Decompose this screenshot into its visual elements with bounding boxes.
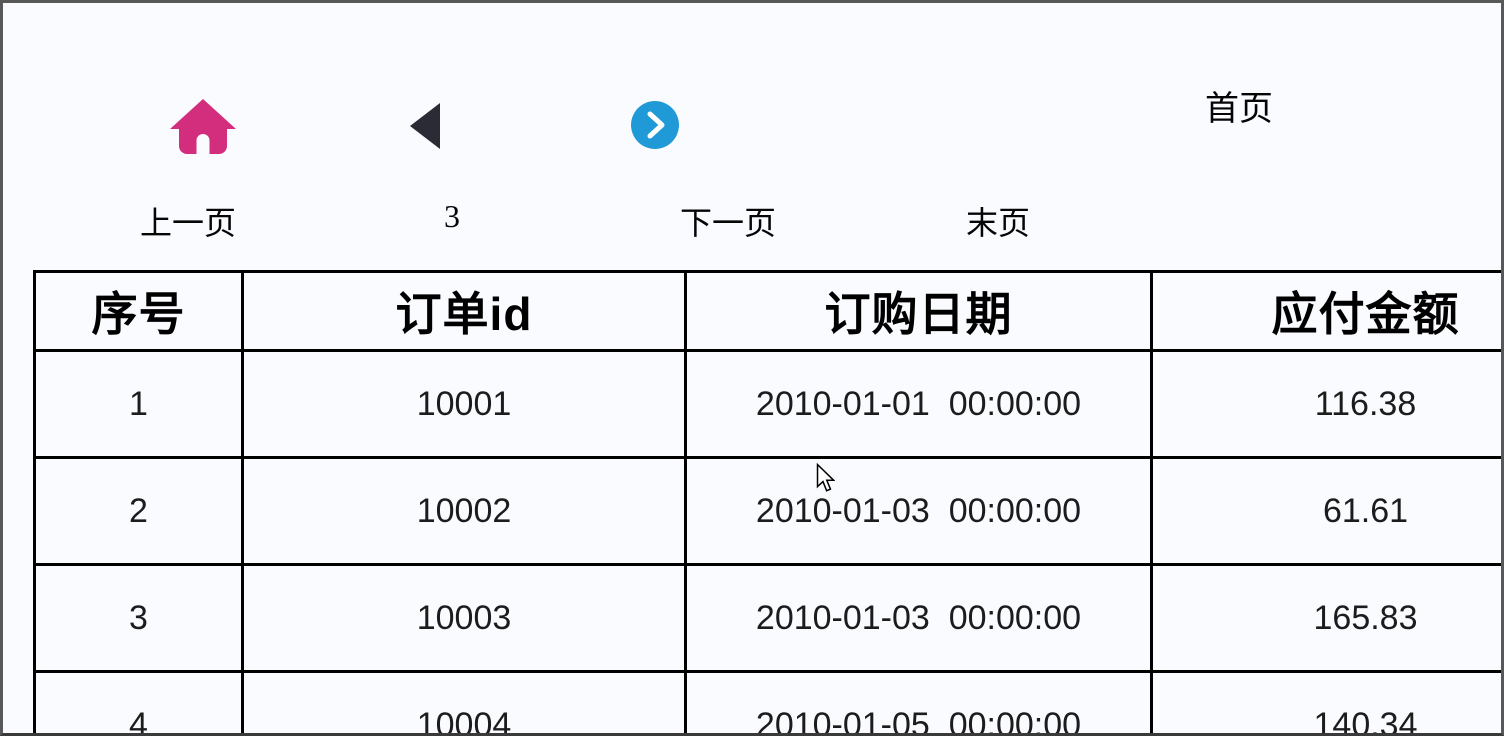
table-cell: 4 (33, 670, 244, 733)
arrow-pointer-icon (816, 462, 836, 497)
table-header-row: 序号 订单id 订购日期 应付金额 (33, 270, 1501, 352)
table-cell: 10003 (241, 563, 687, 673)
table-cell: 61.61 (1150, 456, 1501, 566)
table-cell: 2010-01-01 00:00:00 (684, 349, 1153, 459)
table-cell: 3 (33, 563, 244, 673)
forward-button[interactable] (631, 101, 679, 149)
column-header: 应付金额 (1150, 270, 1501, 352)
column-header: 订购日期 (684, 270, 1153, 352)
table-row: 2 10002 2010-01-03 00:00:00 61.61 (33, 456, 1501, 566)
table-cell: 10001 (241, 349, 687, 459)
table-cell: 10002 (241, 456, 687, 566)
table-cell: 165.83 (1150, 563, 1501, 673)
table-row: 3 10003 2010-01-03 00:00:00 165.83 (33, 563, 1501, 673)
current-page-number: 3 (444, 198, 460, 234)
column-header: 订单id (241, 270, 687, 352)
home-button[interactable] (166, 98, 240, 156)
order-table-body: 1 10001 2010-01-01 00:00:00 116.38 2 100… (33, 349, 1501, 733)
table-cell: 2010-01-03 00:00:00 (684, 456, 1153, 566)
table-row: 4 10004 2010-01-05 00:00:00 140.34 (33, 670, 1501, 733)
table-cell: 1 (33, 349, 244, 459)
table-cell: 2010-01-05 00:00:00 (684, 670, 1153, 733)
table-row: 1 10001 2010-01-01 00:00:00 116.38 (33, 349, 1501, 459)
table-cell: 140.34 (1150, 670, 1501, 733)
back-button[interactable] (410, 103, 440, 149)
table-cell: 116.38 (1150, 349, 1501, 459)
chevron-right-circle-icon (631, 101, 679, 153)
home-icon (166, 99, 240, 160)
table-cell: 10004 (241, 670, 687, 733)
last-page-button[interactable]: 末页 (966, 205, 1031, 241)
first-page-button[interactable]: 首页 (1205, 91, 1273, 128)
table-cell: 2010-01-03 00:00:00 (684, 563, 1153, 673)
next-page-button[interactable]: 下一页 (680, 205, 777, 241)
table-cell: 2 (33, 456, 244, 566)
column-header: 序号 (33, 270, 244, 352)
prev-page-button[interactable]: 上一页 (140, 205, 237, 241)
order-table: 序号 订单id 订购日期 应付金额 1 10001 2010-01-01 00:00:… (33, 270, 1501, 733)
